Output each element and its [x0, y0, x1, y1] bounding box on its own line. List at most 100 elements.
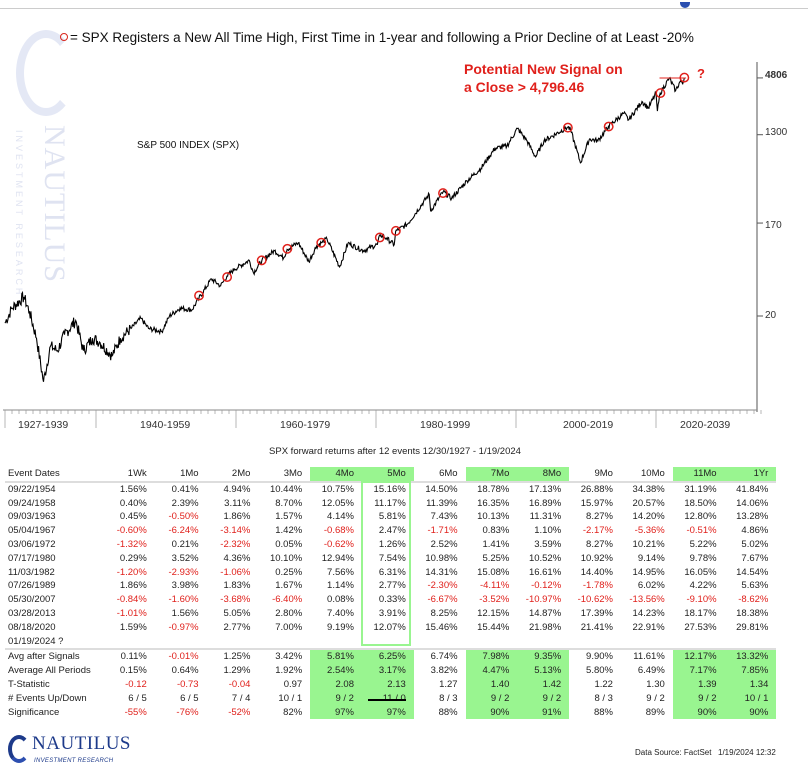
- annotation-line-2: a Close > 4,796.46: [464, 79, 585, 95]
- table-cell: -1.60%: [168, 594, 199, 606]
- x-tick-label: 1980-1999: [420, 419, 471, 431]
- table-cell: -1.06%: [220, 566, 251, 578]
- table-cell: 88%: [593, 706, 613, 718]
- table-cell: -10.62%: [577, 594, 613, 606]
- table-header-row: Event Dates 1Wk 1Mo 2Mo 3Mo 4Mo 5Mo 6Mo 7Mo 8Mo 9M…: [5, 467, 777, 483]
- table-cell: 16.61%: [528, 566, 562, 578]
- table-cell: 8.27%: [586, 511, 613, 523]
- table-cell: 82%: [283, 706, 303, 718]
- table-cell: 31.19%: [684, 483, 717, 495]
- table-cell: -0.60%: [116, 525, 147, 537]
- table-row: 09/03/1963 0.45% -0.50% 1.86% 1.57% 4.14% 5.81…: [5, 510, 776, 524]
- table-cell: 1.40: [465, 677, 518, 692]
- data-source: Data Source: FactSet: [635, 748, 712, 757]
- signal-marker: [194, 290, 204, 301]
- table-cell: 0.11%: [103, 648, 155, 665]
- table-cell: 11.17%: [374, 497, 406, 509]
- row-label: 03/28/2013: [8, 607, 56, 619]
- logo-swirl-icon: [8, 735, 30, 763]
- table-cell: 20.57%: [632, 497, 665, 509]
- table-cell: 1.42: [517, 677, 570, 692]
- x-tick-label: 1960-1979: [280, 419, 331, 431]
- signal-marker: [655, 88, 666, 99]
- table-cell: 15.08%: [477, 566, 510, 578]
- table-row: 08/18/2020 1.59% -0.97% 2.77% 7.00% 9.19% 12.0…: [5, 621, 776, 635]
- spx-chart: [3, 62, 763, 428]
- table-cell: 5.80%: [586, 665, 613, 677]
- table-cell: 14.87%: [528, 607, 562, 619]
- table-row: 03/28/2013 -1.01% 1.56% 5.05% 2.80% 7.40% 3.91…: [5, 607, 776, 621]
- row-label: 09/22/1954: [8, 483, 56, 495]
- table-cell: 11.31%: [529, 511, 562, 523]
- table-cell: 12.15%: [477, 607, 510, 619]
- table-cell: -5.36%: [634, 525, 665, 537]
- y-tick-label: 20: [765, 310, 777, 321]
- table-cell: 2.80%: [275, 607, 303, 619]
- table-cell: 3.98%: [171, 580, 199, 592]
- table-cell: 26.88%: [580, 483, 613, 495]
- table-cell: 10.44%: [269, 483, 303, 495]
- table-cell: 1.83%: [223, 580, 251, 592]
- table-cell: -2.17%: [582, 525, 613, 537]
- table-cell: 11.39%: [426, 497, 458, 509]
- table-cell: 7.54%: [378, 552, 406, 564]
- table-cell: 9.90%: [569, 648, 621, 665]
- table-cell: 9.35%: [517, 648, 570, 665]
- x-tick-label: 1940-1959: [140, 419, 191, 431]
- table-cell: 9.78%: [689, 552, 717, 564]
- table-cell: 2.52%: [430, 538, 458, 550]
- table-cell: 10 / 1: [278, 692, 303, 704]
- signal-marker: [562, 122, 573, 133]
- table-cell: 90%: [724, 705, 777, 720]
- row-label: 07/17/1980: [8, 552, 56, 564]
- table-cell: -1.01%: [116, 607, 147, 619]
- table-cell: 41.84%: [736, 483, 769, 495]
- table-cell: 7.67%: [741, 552, 769, 564]
- table-cell: -9.10%: [686, 594, 717, 606]
- x-tick-label: 2000-2019: [563, 419, 614, 431]
- table-cell: 15.46%: [425, 621, 458, 633]
- logo-subtitle: INVESTMENT RESEARCH: [34, 758, 114, 764]
- table-cell: [310, 635, 362, 650]
- table-cell: -2.32%: [220, 538, 251, 550]
- y-tick-label: 1300: [765, 127, 788, 138]
- signal-marker: [222, 272, 233, 283]
- table-cell: -3.52%: [479, 594, 510, 606]
- table-cell: 2.54%: [310, 664, 362, 678]
- table-cell: 12.80%: [684, 511, 717, 523]
- table-cell: 4.22%: [689, 580, 717, 592]
- table-cell: 8.27%: [586, 538, 613, 550]
- row-label: 05/04/1967: [8, 525, 56, 537]
- table-cell: [517, 635, 569, 650]
- table-cell: 4Mo: [310, 467, 362, 483]
- table-cell: 9 / 2: [672, 691, 725, 706]
- table-row: 09/22/1954 1.56% 0.41% 4.94% 10.44% 10.75% 15.…: [5, 482, 776, 497]
- table-cell: 5Mo: [361, 467, 414, 483]
- table-cell: [466, 635, 518, 650]
- table-cell: -1.78%: [582, 580, 613, 592]
- table-cell: 1.34: [724, 677, 777, 692]
- table-cell: 18.50%: [684, 497, 717, 509]
- table-cell: 7.00%: [275, 621, 303, 633]
- table-cell: 1.86%: [119, 580, 147, 592]
- table-cell: 3.11%: [224, 497, 251, 509]
- table-cell: -3.68%: [220, 594, 251, 606]
- table-cell: 14.20%: [632, 511, 665, 523]
- signal-markers: [194, 72, 690, 301]
- table-cell: 5.81%: [310, 648, 362, 665]
- table-cell: 1.30: [646, 678, 665, 690]
- table-cell: [362, 635, 414, 650]
- table-cell: 1.26%: [378, 538, 406, 550]
- table-cell: 14.54%: [736, 566, 769, 578]
- top-divider: [0, 8, 808, 9]
- table-cell: 12.94%: [321, 552, 354, 564]
- table-cell: 11Mo: [672, 467, 725, 483]
- table-cell: -3.14%: [220, 525, 251, 537]
- table-cell: 0.83%: [482, 525, 510, 537]
- table-cell: 1.56%: [119, 483, 147, 495]
- table-cell: 91%: [517, 705, 570, 720]
- table-cell: 1.57%: [275, 511, 303, 523]
- table-cell: 2.08: [310, 677, 362, 692]
- table-cell: [155, 635, 207, 650]
